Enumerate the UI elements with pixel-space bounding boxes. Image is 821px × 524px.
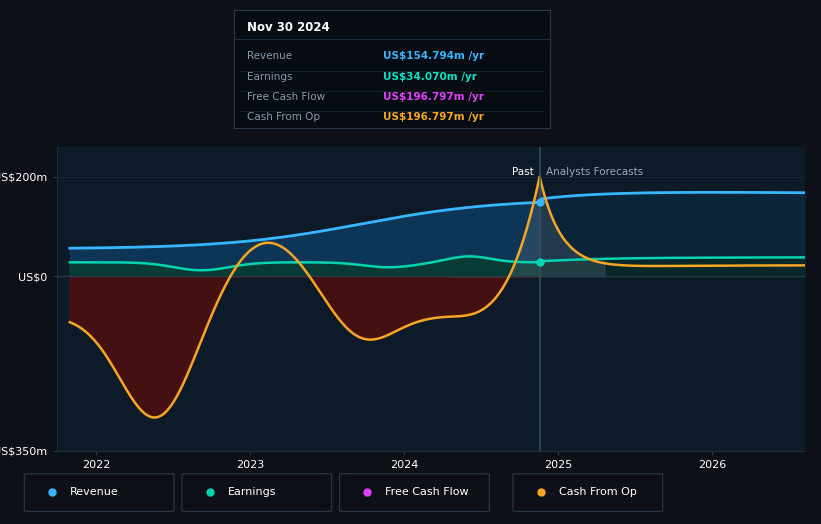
Text: Free Cash Flow: Free Cash Flow: [246, 92, 325, 102]
Text: US$196.797m /yr: US$196.797m /yr: [383, 92, 484, 102]
Text: Analysts Forecasts: Analysts Forecasts: [546, 167, 643, 177]
Text: Earnings: Earnings: [227, 486, 276, 497]
Text: Revenue: Revenue: [246, 51, 291, 61]
Text: Cash From Op: Cash From Op: [558, 486, 636, 497]
Text: Past: Past: [511, 167, 534, 177]
Text: Earnings: Earnings: [246, 71, 292, 82]
Text: Nov 30 2024: Nov 30 2024: [246, 21, 329, 34]
Text: Cash From Op: Cash From Op: [246, 112, 319, 122]
Text: US$196.797m /yr: US$196.797m /yr: [383, 112, 484, 122]
Text: Revenue: Revenue: [70, 486, 119, 497]
Text: US$154.794m /yr: US$154.794m /yr: [383, 51, 484, 61]
Text: US$34.070m /yr: US$34.070m /yr: [383, 71, 476, 82]
Text: Free Cash Flow: Free Cash Flow: [385, 486, 469, 497]
